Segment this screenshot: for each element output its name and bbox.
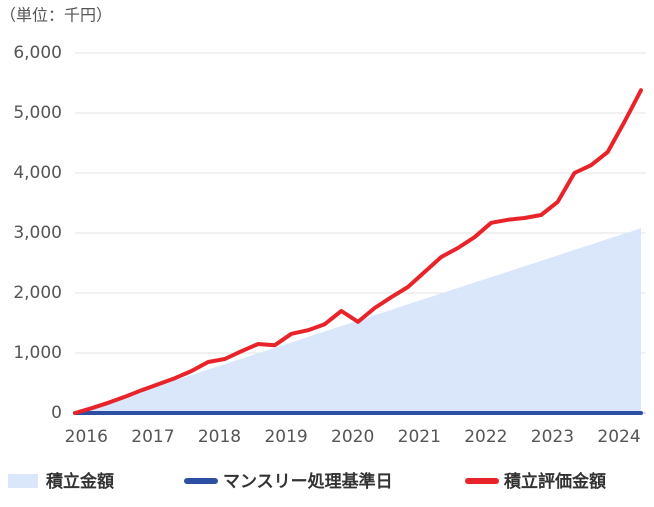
legend-swatch [8,474,38,488]
y-tick-label: 5,000 [13,103,62,123]
legend-label: 積立金額 [46,471,114,492]
y-tick-label: 1,000 [13,343,62,363]
x-tick-label: 2022 [464,427,507,447]
y-tick-label: 4,000 [13,163,62,183]
legend-label: 積立評価金額 [504,471,606,492]
x-tick-label: 2017 [131,427,174,447]
y-tick-label: 0 [51,403,62,423]
y-tick-label: 6,000 [13,43,62,63]
x-tick-label: 2023 [531,427,574,447]
x-tick-label: 2020 [331,427,374,447]
line [73,88,643,415]
x-tick-label: 2024 [597,427,640,447]
y-tick-label: 3,000 [13,223,62,243]
x-tick-label: 2019 [264,427,307,447]
x-tick-label: 2018 [198,427,241,447]
unit-label: （単位：千円） [0,6,112,25]
x-tick-label: 2021 [398,427,441,447]
y-tick-label: 2,000 [13,283,62,303]
x-tick-label: 2016 [65,427,108,447]
legend-label: マンスリー処理基準日 [223,471,393,492]
